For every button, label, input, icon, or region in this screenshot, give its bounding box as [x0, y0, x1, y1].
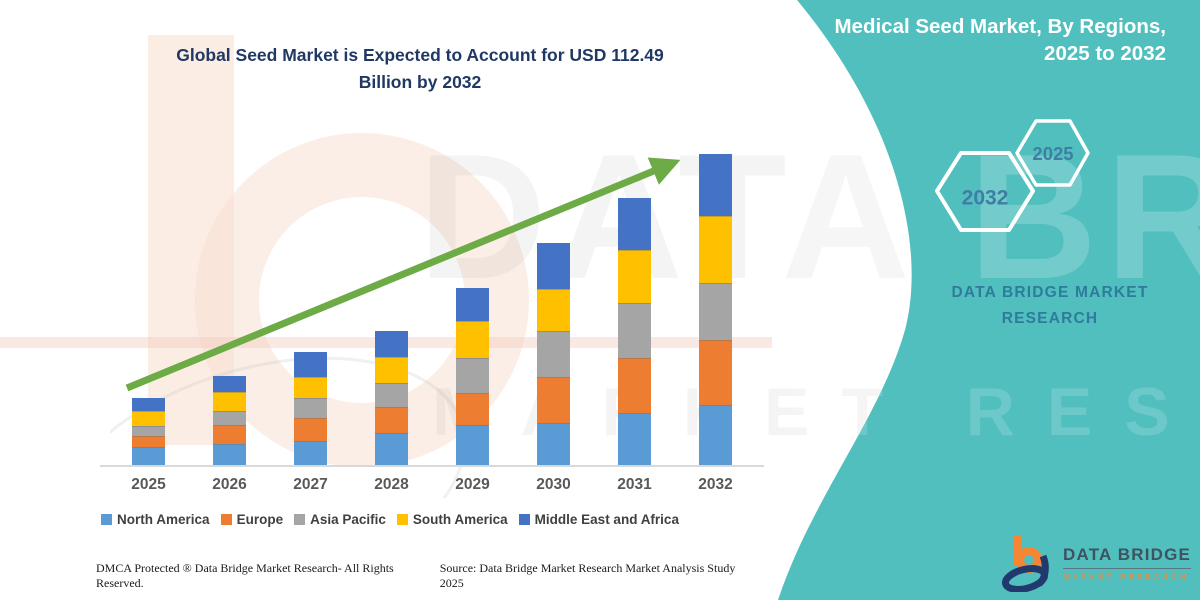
- bar-segment: [456, 425, 489, 465]
- legend-swatch: [518, 514, 530, 525]
- legend-swatch: [396, 514, 408, 525]
- bar-segment: [699, 405, 732, 465]
- hexagon-badges: 2032 2025: [935, 119, 1090, 232]
- bar-segment: [132, 426, 165, 436]
- footer-source-text: Source: Data Bridge Market Research Mark…: [439, 561, 736, 590]
- bar-segment: [375, 407, 408, 433]
- bar-segment: [132, 447, 165, 465]
- legend-swatch: [101, 514, 113, 525]
- bar-segment: [213, 425, 246, 444]
- legend-item: South America: [396, 512, 508, 527]
- panel-heading: Medical Seed Market, By Regions, 2025 to…: [746, 13, 1166, 67]
- bar-segment: [213, 411, 246, 425]
- bar-segment: [294, 441, 327, 465]
- bar-segment: [456, 393, 489, 425]
- bar-segment: [699, 340, 732, 405]
- panel-heading-line2: 2025 to 2032: [1044, 42, 1166, 66]
- dbmr-logo: DATA BRIDGE MARKET RESEARCH: [1000, 534, 1192, 592]
- legend-label: Asia Pacific: [310, 512, 386, 527]
- bar-segment: [699, 283, 732, 340]
- legend-label: North America: [117, 512, 210, 527]
- stacked-bar-2025: [132, 398, 165, 465]
- legend-item: Middle East and Africa: [518, 512, 679, 527]
- bar-segment: [132, 398, 165, 411]
- brand-text-line1: DATA BRIDGE MARKET: [951, 284, 1149, 301]
- brand-text-line2: RESEARCH: [1001, 309, 1099, 327]
- dbmr-logo-name: DATA BRIDGE: [1063, 545, 1192, 569]
- bar-segment: [618, 413, 651, 465]
- x-axis-tick-label: 2025: [131, 476, 166, 493]
- bar-segment: [699, 154, 732, 216]
- legend-label: South America: [412, 512, 508, 527]
- x-axis-tick-label: 2027: [293, 476, 328, 493]
- chart-title-line1: Global Seed Market is Expected to Accoun…: [176, 45, 664, 65]
- footer-dmca-text: DMCA Protected ® Data Bridge Market Rese…: [96, 561, 394, 590]
- x-axis-line: [100, 465, 764, 467]
- dbmr-logo-icon: [1001, 536, 1049, 592]
- bar-column: [108, 135, 189, 465]
- bar-column: [675, 135, 756, 465]
- brand-text: DATA BRIDGE MARKET RESEARCH: [930, 280, 1170, 331]
- x-axis-labels: 2025 2026 2027 2028 2029 2030 2031 2032: [108, 476, 756, 494]
- legend-swatch: [294, 514, 306, 525]
- x-axis-tick-label: 2029: [455, 476, 490, 493]
- bar-segment: [132, 411, 165, 426]
- legend-label: Europe: [236, 512, 284, 527]
- bar-segment: [294, 418, 327, 441]
- bar-segment: [213, 392, 246, 411]
- hexagon-2025-outline: [1015, 119, 1090, 187]
- bar-segment: [294, 398, 327, 418]
- dbmr-logo-tagline: MARKET RESEARCH: [1063, 572, 1189, 581]
- legend-swatch: [220, 514, 232, 525]
- bar-segment: [375, 433, 408, 465]
- chart-title-line2: Billion by 2032: [358, 72, 482, 93]
- bar-segment: [699, 216, 732, 283]
- x-axis-tick-label: 2032: [698, 476, 733, 493]
- hexagon-2032-outline: [935, 151, 1035, 232]
- chart-title: Global Seed Market is Expected to Accoun…: [60, 42, 780, 96]
- hexagon-2025-label: 2025: [1032, 143, 1073, 164]
- hexagon-2032-label: 2032: [962, 187, 1009, 210]
- x-axis-tick-label: 2028: [374, 476, 409, 493]
- stacked-bar-2032: [699, 154, 732, 465]
- x-axis-tick-label: 2031: [617, 476, 652, 493]
- x-axis-tick-label: 2030: [536, 476, 571, 493]
- footer: DMCA Protected ® Data Bridge Market Rese…: [96, 561, 758, 591]
- bar-segment: [537, 423, 570, 465]
- legend-item: North America: [101, 512, 210, 527]
- legend-label: Middle East and Africa: [534, 512, 679, 527]
- bar-segment: [132, 436, 165, 447]
- dbmr-logo-text: DATA BRIDGE MARKET RESEARCH: [1063, 545, 1192, 581]
- panel-heading-line1: Medical Seed Market, By Regions,: [834, 15, 1166, 38]
- legend-item: Europe: [220, 512, 284, 527]
- x-axis-tick-label: 2026: [212, 476, 247, 493]
- chart-legend: North America Europe Asia Pacific South Ame…: [0, 512, 780, 527]
- legend-item: Asia Pacific: [294, 512, 386, 527]
- bar-segment: [213, 444, 246, 465]
